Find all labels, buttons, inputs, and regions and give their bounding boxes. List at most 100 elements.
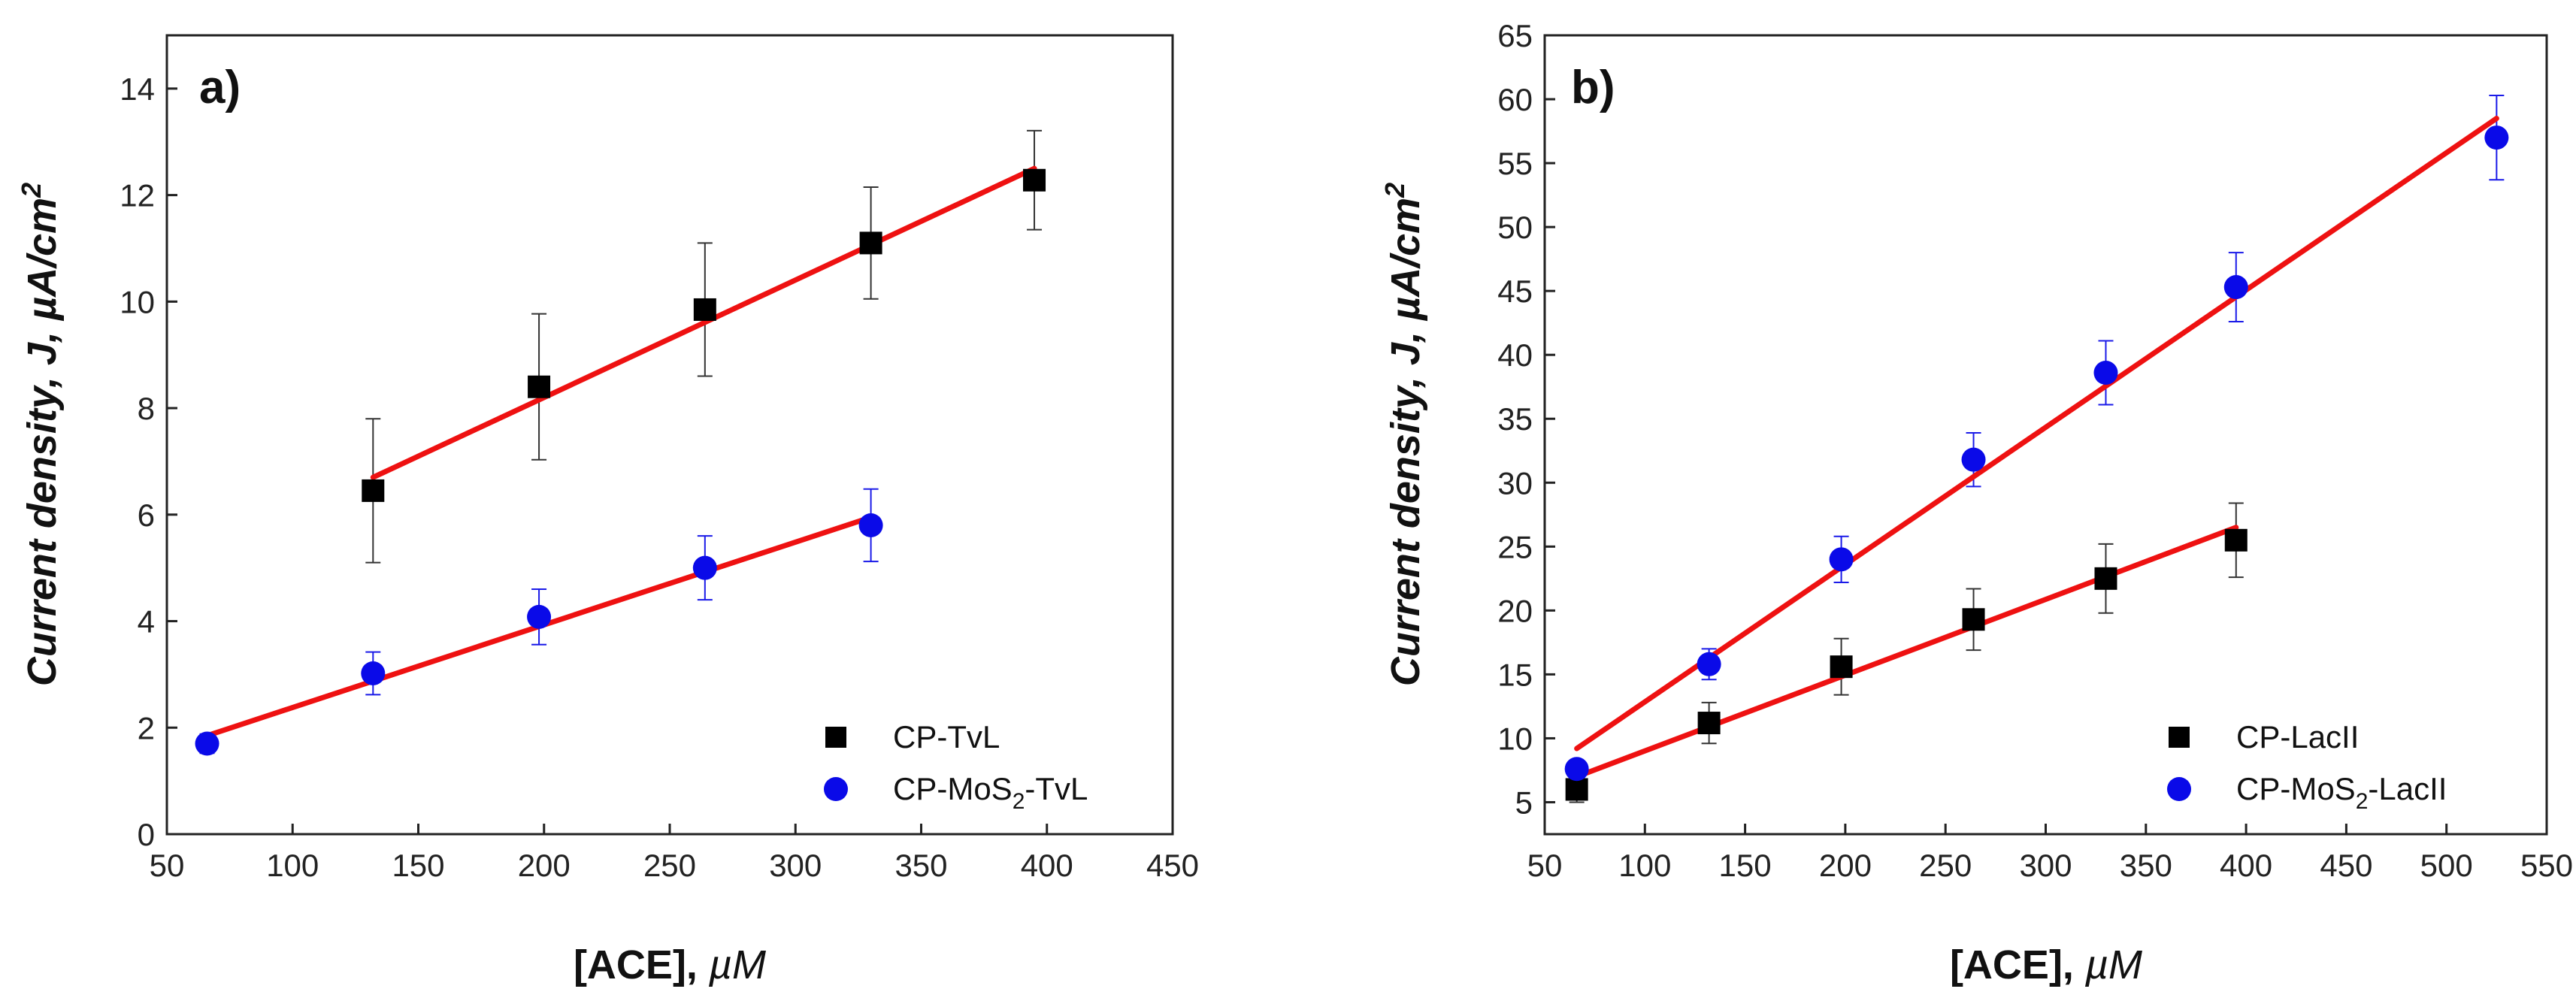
x-tick-label: 150: [1719, 848, 1772, 883]
plot-frame: [165, 34, 1174, 836]
axis-ticks: 50 100 150 200 250 300 350 400 450 500 55051015202…: [1497, 18, 2573, 883]
legend-label-tail: -TvL: [1025, 771, 1088, 806]
x-tick-label: 400: [1021, 848, 1073, 883]
fit-line: [370, 165, 1037, 480]
axis-ticks: 50 100 150 200 250 300 350 400 450 0 2 4 6 8 10 12 14: [120, 71, 1199, 883]
y-tick-label: 2: [138, 710, 155, 745]
y-tick-label: 5: [1515, 785, 1533, 820]
x-tick-label: 250: [1919, 848, 1972, 883]
x-axis-title-unit: µM: [708, 942, 766, 987]
x-tick-label: 300: [2019, 848, 2072, 883]
x-tick-label: 100: [1618, 848, 1671, 883]
series: [362, 129, 1046, 564]
legend-label-tail: -LacII: [2368, 771, 2447, 806]
y-tick-label: 6: [138, 497, 155, 533]
data-point-square: [2224, 528, 2248, 552]
series: [195, 488, 883, 756]
series: [1565, 502, 2248, 803]
x-tick-label: 450: [2320, 848, 2372, 883]
panel-label: a): [199, 62, 241, 113]
y-tick-label: 8: [138, 391, 155, 426]
data-point-square: [1697, 712, 1721, 735]
x-axis-title: [ACE], µM: [1950, 942, 2142, 987]
y-axis-title-unit: µA/cm: [20, 198, 65, 322]
y-tick-label: 60: [1497, 82, 1533, 117]
x-axis-title: [ACE], µM: [574, 942, 766, 987]
legend-label-main: CP-MoS: [2236, 771, 2356, 806]
data-point-circle: [361, 661, 386, 685]
data-point-circle: [692, 555, 717, 580]
data-point-square: [1023, 168, 1046, 192]
y-tick-label: 55: [1497, 146, 1533, 181]
y-tick-label: 25: [1497, 529, 1533, 564]
fit-line: [1574, 525, 2239, 779]
chart-panel-b: 50 100 150 200 250 300 350 400 450 500 55051015202…: [1379, 18, 2573, 987]
legend-label-main: CP-LacII: [2236, 719, 2359, 755]
x-axis-title-unit: µM: [2084, 942, 2142, 987]
x-axis-title-main: [ACE],: [574, 942, 709, 987]
y-tick-label: 14: [120, 71, 155, 107]
data-point-circle: [1829, 547, 1854, 572]
data-point-circle: [1697, 652, 1721, 676]
legend-label-sub: 2: [2356, 789, 2369, 814]
data-point-square: [859, 231, 882, 255]
y-axis-title: Current density, J, µA/cm2: [16, 183, 65, 686]
legend-label-main: CP-TvL: [893, 719, 1000, 755]
x-tick-label: 350: [894, 848, 947, 883]
data-point-square: [1962, 608, 1985, 631]
panel-label: b): [1571, 62, 1615, 113]
x-tick-label: 500: [2420, 848, 2473, 883]
y-tick-label: 30: [1497, 465, 1533, 500]
data-point-square: [693, 298, 716, 321]
legend-label: CP-MoS2-TvL: [893, 771, 1088, 814]
x-tick-label: 200: [518, 848, 571, 883]
data-point-circle: [2484, 126, 2509, 150]
data-point-square: [1830, 655, 1853, 679]
chart-panel-a: 50 100 150 200 250 300 350 400 450 0 2 4 6 8 10 12 14 a)…: [16, 34, 1199, 987]
y-tick-label: 40: [1497, 337, 1533, 373]
legend-label: CP-MoS2-LacII: [2236, 771, 2447, 814]
y-tick-label: 12: [120, 178, 155, 213]
y-axis-title-main: Current density, J,: [20, 320, 65, 686]
legend-marker-square: [2169, 727, 2190, 748]
y-tick-label: 0: [138, 817, 155, 852]
y-axis-title-sup: 2: [16, 183, 47, 198]
legend-marker-square: [825, 727, 846, 748]
x-tick-label: 200: [1819, 848, 1872, 883]
legend: CP-LacII CP-MoS2-LacII: [2167, 719, 2447, 814]
data-point-square: [362, 479, 385, 502]
legend: CP-TvL CP-MoS2-TvL: [824, 719, 1088, 814]
x-tick-label: 450: [1146, 848, 1199, 883]
y-tick-label: 10: [120, 284, 155, 319]
fit-line: [1574, 116, 2499, 752]
y-tick-label: 15: [1497, 657, 1533, 692]
plot-frame: [1543, 34, 2548, 836]
legend-marker-circle: [2167, 777, 2191, 801]
y-tick-label: 4: [138, 604, 155, 640]
data-point-square: [528, 375, 551, 398]
data-point-circle: [1961, 447, 1986, 472]
y-axis-title-sup: 2: [1379, 183, 1410, 198]
data-point-circle: [858, 513, 883, 537]
x-tick-label: 350: [2120, 848, 2172, 883]
legend-label: CP-TvL: [893, 719, 1000, 755]
x-tick-label: 100: [266, 848, 319, 883]
data-point-circle: [2093, 361, 2118, 386]
y-tick-label: 20: [1497, 593, 1533, 628]
data-marks: [1564, 94, 2509, 803]
y-tick-label: 65: [1497, 18, 1533, 53]
x-tick-label: 250: [643, 848, 696, 883]
legend-label-main: CP-MoS: [893, 771, 1013, 806]
x-tick-label: 50: [1527, 848, 1563, 883]
y-tick-label: 35: [1497, 401, 1533, 437]
legend-marker-circle: [824, 777, 848, 801]
y-axis-title: Current density, J, µA/cm2: [1379, 183, 1428, 686]
series: [1564, 94, 2509, 782]
data-point-square: [1565, 778, 1588, 801]
data-marks: [195, 129, 1046, 756]
x-tick-label: 400: [2220, 848, 2272, 883]
data-point-circle: [1564, 757, 1589, 782]
y-tick-label: 10: [1497, 721, 1533, 756]
x-tick-label: 150: [392, 848, 444, 883]
